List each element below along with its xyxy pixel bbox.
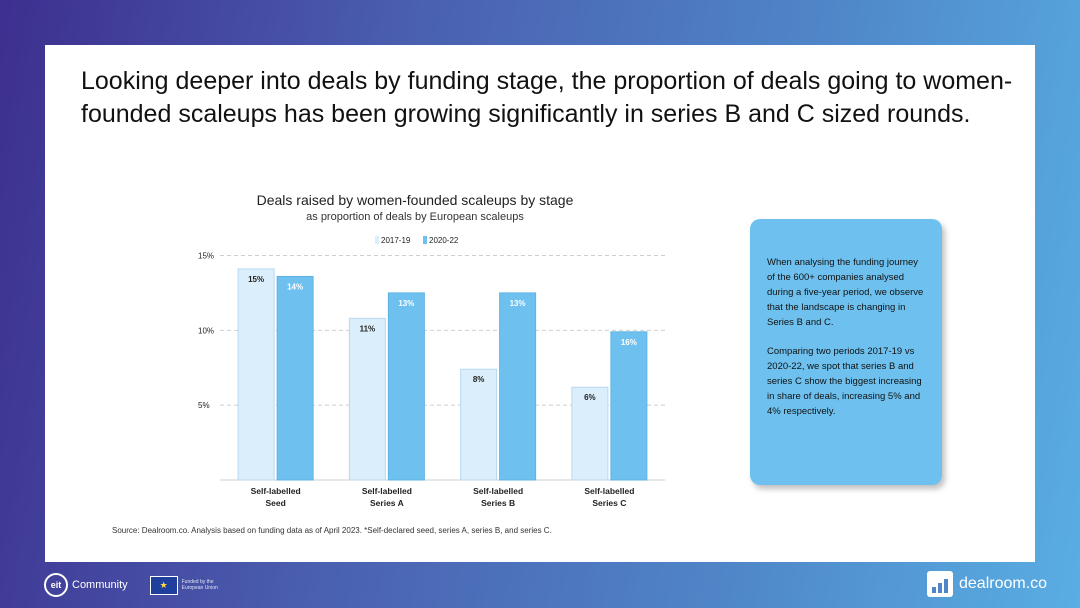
bar-2020-22-2 [499,292,537,481]
eu-funding-badge: ★ Funded by the European Union [149,575,230,595]
category-label-0-line1: Self-labelled [251,486,301,496]
data-label-2017-19-0: 15% [248,275,264,284]
dealroom-label: dealroom.co [959,575,1048,592]
source-note: Source: Dealroom.co. Analysis based on f… [112,526,552,535]
eu-funding-text: Funded by the European Union [181,579,218,591]
bar-2017-19-0 [237,268,275,481]
data-label-2017-19-1: 11% [360,324,376,333]
category-label-3-line1: Self-labelled [584,486,634,496]
bar-2017-19-1 [348,317,386,481]
category-label-3-line2: Series C [592,498,626,508]
bar-2020-22-1 [387,292,425,481]
insight-callout: When analysing the funding journey of th… [750,219,942,485]
category-label-0-line2: Seed [265,498,285,508]
category-label-2-line2: Series B [481,498,515,508]
ytick-label-15: 15% [198,251,214,260]
legend-label-2020-22: 2020-22 [429,236,459,245]
data-label-2017-19-3: 6% [584,393,596,402]
ytick-label-10: 10% [198,326,214,335]
bar-2017-19-3 [571,386,609,481]
eit-icon: eit [44,573,68,597]
chart-title: Deals raised by women-founded scaleups b… [256,192,574,208]
bar-chart: 2017-19 2020-22 5% 10% 15% 15% 14% Self-labelle… [198,236,665,508]
bar-2017-19-2 [460,368,498,481]
callout-paragraph-1: When analysing the funding journey of th… [767,257,924,328]
data-label-2020-22-2: 13% [510,299,526,308]
slide-headline: Looking deeper into deals by funding sta… [81,67,1013,128]
legend-swatch-2017-19 [375,236,379,244]
bar-2020-22-3 [610,331,648,481]
eit-community-logo: eit Community [44,573,128,597]
bar-2020-22-0 [276,275,314,481]
community-label: Community [72,579,128,591]
ytick-label-5: 5% [198,401,210,410]
category-label-2-line1: Self-labelled [473,486,523,496]
legend-swatch-2020-22 [423,236,427,244]
category-label-1-line2: Series A [370,498,404,508]
eu-flag-icon: ★ [149,575,178,595]
data-label-2020-22-0: 14% [287,282,303,291]
dealroom-icon [927,571,953,597]
slide-card: Looking deeper into deals by funding sta… [45,45,1035,562]
legend-label-2017-19: 2017-19 [381,236,411,245]
callout-paragraph-2: Comparing two periods 2017-19 vs 2020-22… [767,346,922,417]
data-label-2020-22-1: 13% [398,299,414,308]
dealroom-logo: dealroom.co [927,571,1047,597]
data-label-2017-19-2: 8% [473,375,485,384]
data-label-2020-22-3: 16% [621,338,637,347]
footer-logos: eit Community ★ Funded by the European U… [44,573,230,597]
category-label-1-line1: Self-labelled [362,486,412,496]
chart-subtitle: as proportion of deals by European scale… [306,211,524,223]
